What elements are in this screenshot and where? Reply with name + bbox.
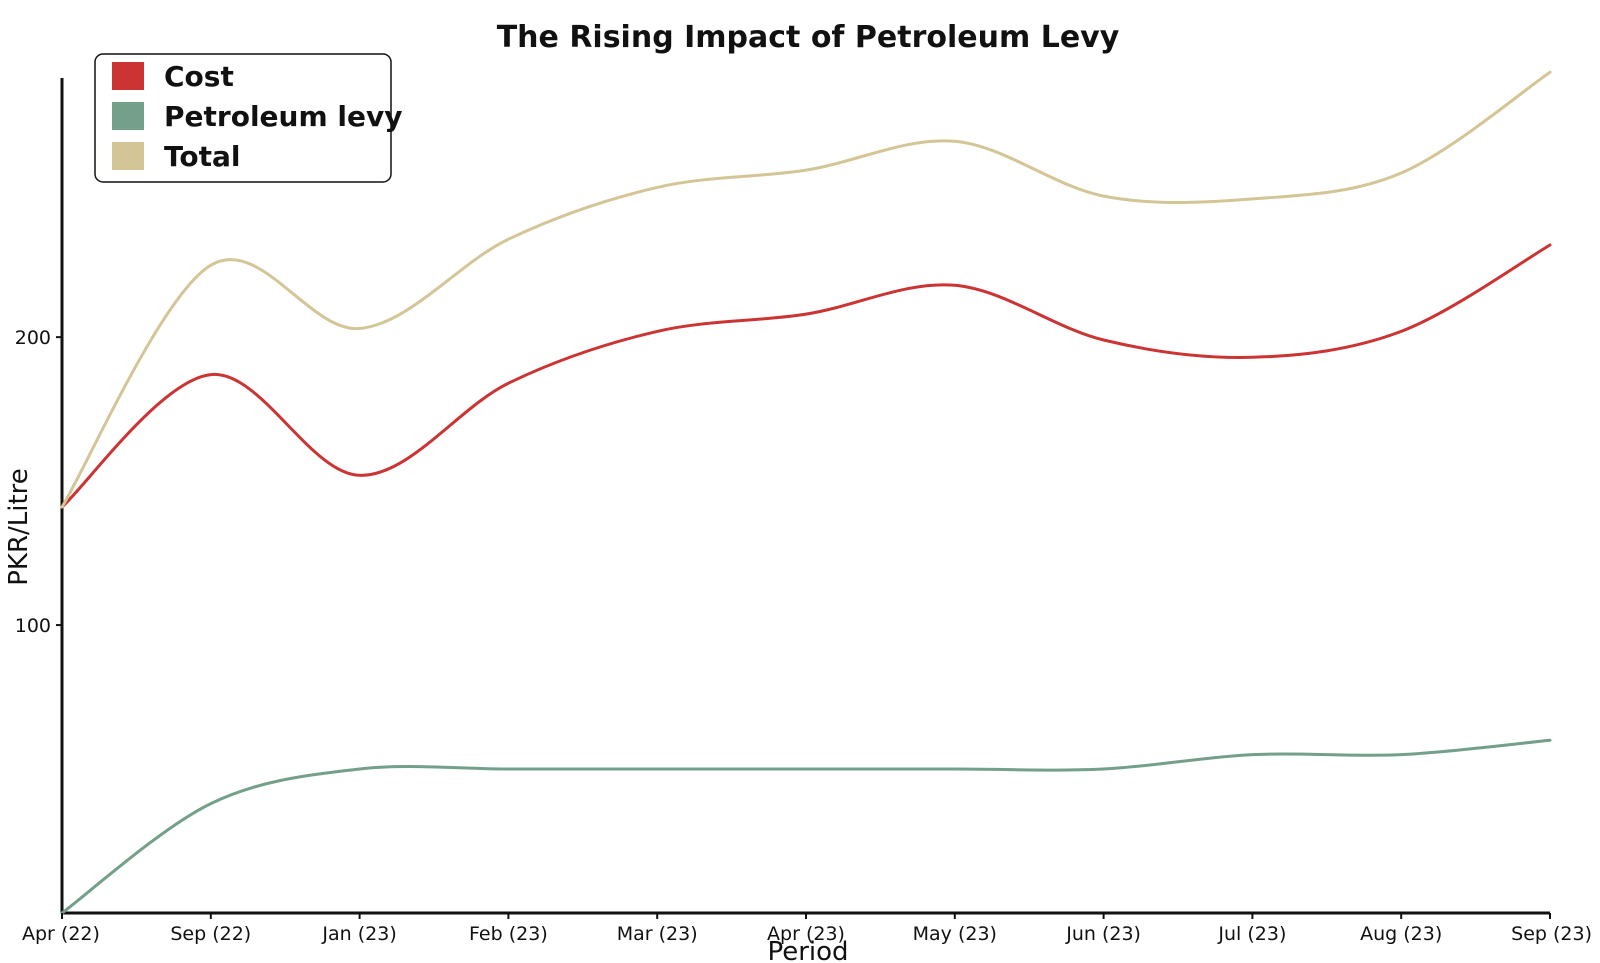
legend-label: Total (164, 140, 241, 173)
x-tick-label: May (23) (913, 923, 997, 945)
y-tick-label: 200 (15, 327, 51, 349)
series-line-cost (60, 243, 1552, 509)
legend-swatch (112, 102, 144, 130)
plot-area: 100 200 Apr (22) Sep (22) Jan (23) Feb (23) M… (15, 70, 1592, 945)
chart-title: The Rising Impact of Petroleum Levy (497, 20, 1120, 55)
x-tick-label: Feb (23) (469, 923, 548, 945)
x-tick-label: Sep (23) (1511, 923, 1592, 945)
y-tick-labels: 100 200 (15, 327, 62, 637)
x-tick-label: Apr (23) (767, 923, 845, 945)
x-tick-label: Jan (23) (321, 923, 396, 945)
legend-box (94, 53, 392, 183)
series-line-total (60, 70, 1552, 509)
legend-swatch (112, 142, 144, 170)
x-tick-label: Jun (23) (1065, 923, 1141, 945)
x-tick-label: Sep (22) (170, 923, 251, 945)
legend-label: Petroleum levy (164, 100, 402, 133)
x-tick-label: Apr (22) (22, 923, 100, 945)
series-layer (60, 70, 1552, 915)
x-tick-label: Mar (23) (617, 923, 698, 945)
legend: Cost Petroleum levy Total (94, 53, 402, 183)
x-axis-label: Period (767, 937, 848, 963)
y-axis-label: PKR/Litre (4, 468, 34, 586)
x-tick-label: Jul (23) (1217, 923, 1286, 945)
y-tick-label: 100 (15, 615, 51, 637)
x-tick-label: Aug (23) (1360, 923, 1442, 945)
legend-label: Cost (164, 60, 234, 93)
x-tick-labels: Apr (22) Sep (22) Jan (23) Feb (23) Mar (23)… (22, 913, 1592, 945)
legend-swatch (112, 62, 144, 90)
series-line-petroleum-levy (60, 738, 1552, 915)
